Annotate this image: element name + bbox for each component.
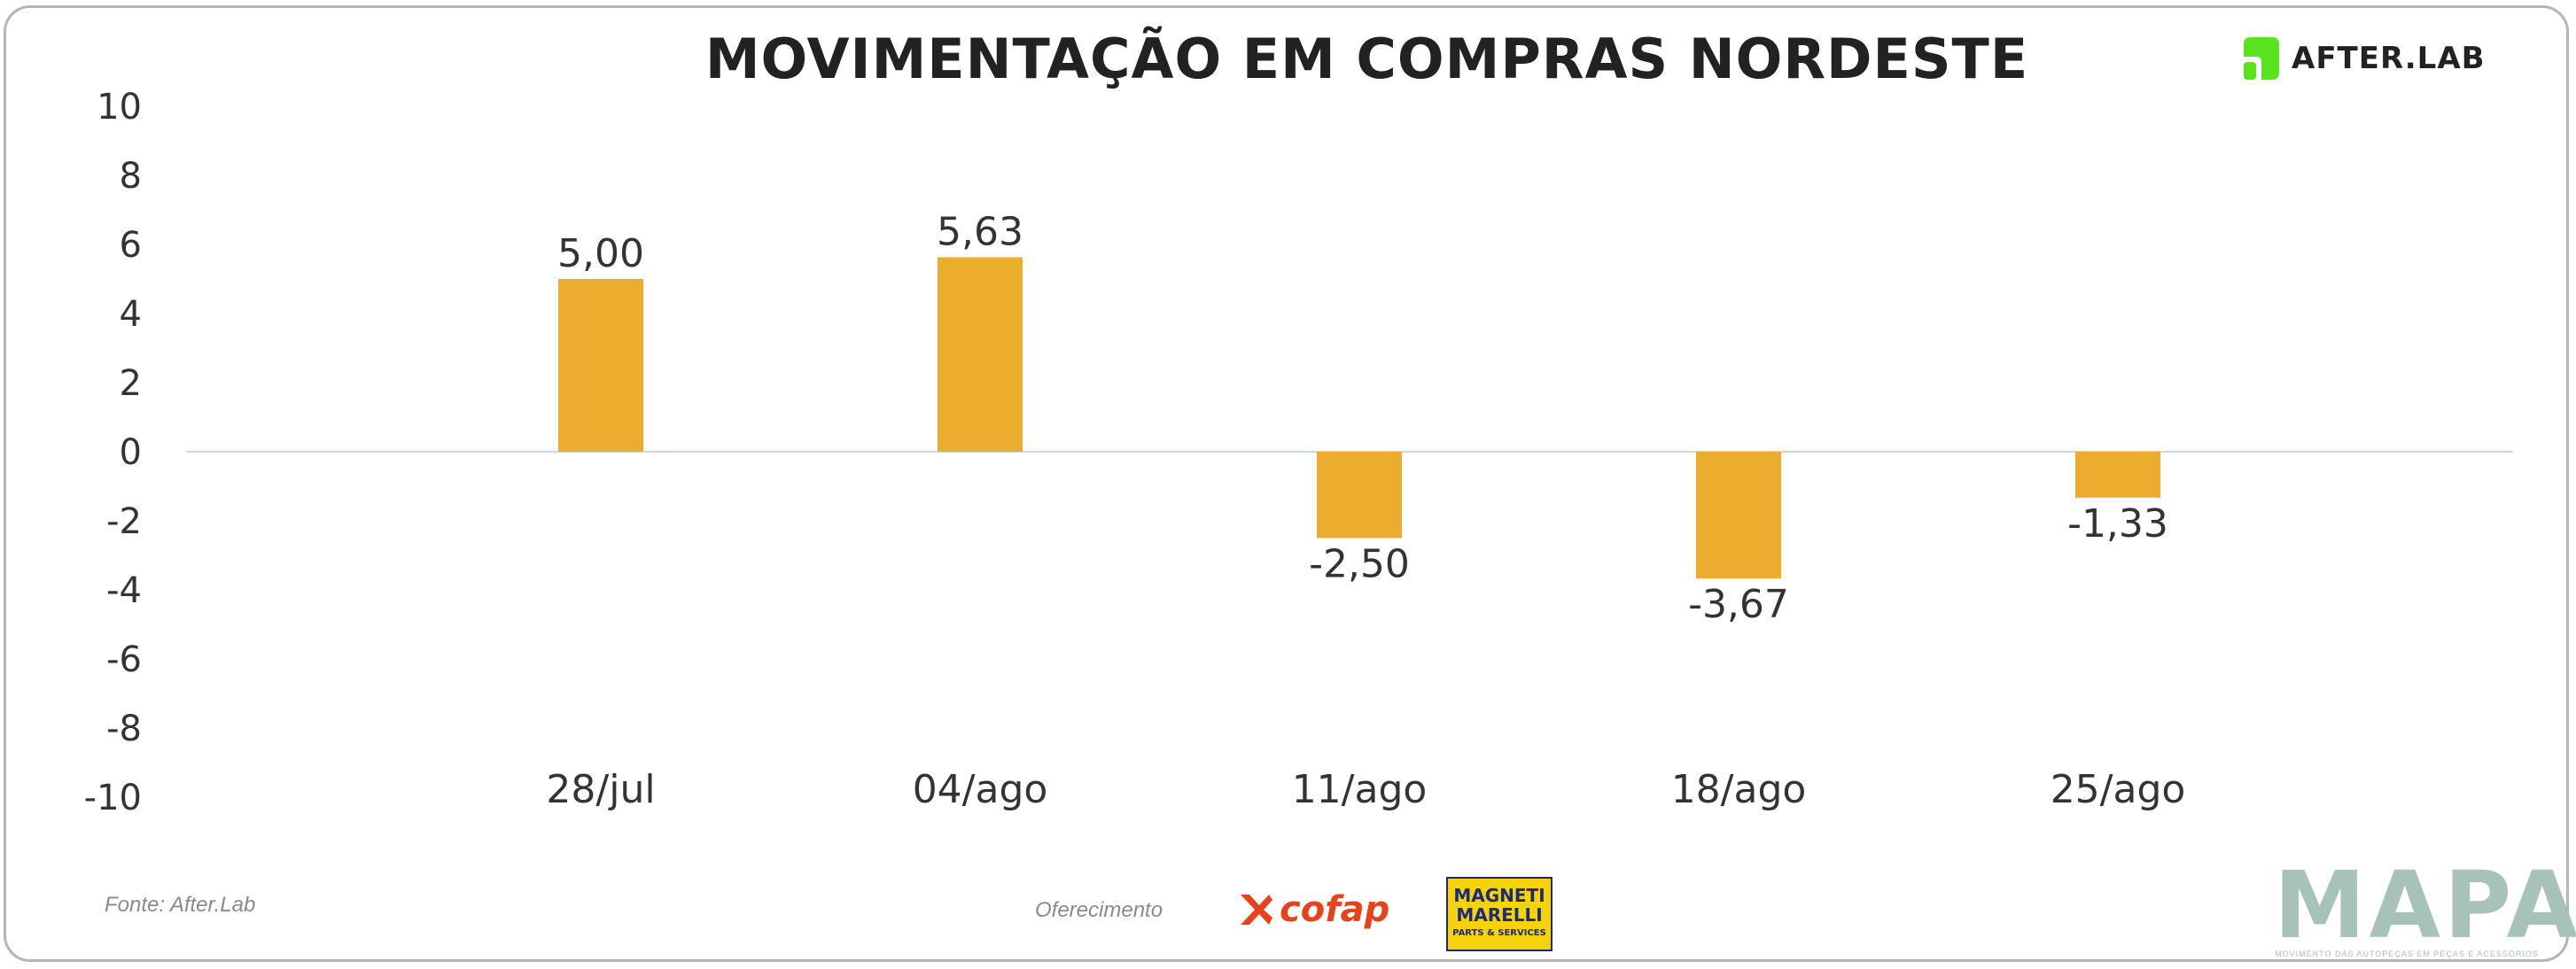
chart-title: MOVIMENTAÇÃO EM COMPRAS NORDESTE bbox=[704, 27, 2029, 91]
y-tick-label: 4 bbox=[120, 294, 142, 335]
y-tick-label: 8 bbox=[120, 156, 142, 197]
x-tick-label: 28/jul bbox=[546, 767, 655, 812]
x-tick-label: 11/ago bbox=[1292, 767, 1428, 812]
data-label: 5,00 bbox=[557, 231, 644, 276]
magneti-line2: MARELLI bbox=[1456, 904, 1543, 926]
bar bbox=[1696, 452, 1781, 579]
bar bbox=[938, 257, 1023, 452]
data-label: -2,50 bbox=[1309, 542, 1410, 587]
y-tick-label: 10 bbox=[97, 87, 142, 128]
chart-frame bbox=[4, 5, 2569, 962]
x-tick-label: 25/ago bbox=[2051, 767, 2186, 812]
mapa-logo-text: MAPA bbox=[2274, 851, 2576, 959]
y-tick-label: 2 bbox=[120, 363, 142, 404]
y-tick-label: -2 bbox=[106, 501, 142, 542]
bar bbox=[1317, 452, 1402, 539]
mapa-logo: MAPA MOVIMENTO DAS AUTOPEÇAS EM PEÇAS E … bbox=[2274, 851, 2576, 959]
data-label: 5,63 bbox=[937, 209, 1023, 254]
magneti-tagline: PARTS & SERVICES bbox=[1452, 928, 1546, 938]
y-tick-label: 0 bbox=[120, 432, 142, 473]
bar bbox=[2075, 452, 2160, 498]
cofap-logo-text: cofap bbox=[1280, 889, 1390, 930]
afterlab-logo-icon bbox=[2244, 37, 2279, 80]
x-tick-label: 18/ago bbox=[1671, 767, 1807, 812]
y-tick-label: -10 bbox=[84, 778, 142, 818]
mapa-tagline: MOVIMENTO DAS AUTOPEÇAS EM PEÇAS E ACESS… bbox=[2275, 950, 2539, 958]
cofap-x-icon bbox=[1241, 895, 1272, 925]
bar bbox=[558, 279, 643, 452]
cofap-logo: cofap bbox=[1237, 888, 1389, 932]
source-note: Fonte: After.Lab bbox=[105, 893, 256, 917]
y-tick-label: -4 bbox=[106, 570, 142, 611]
data-label: -1,33 bbox=[2067, 501, 2168, 547]
data-label: -3,67 bbox=[1688, 582, 1789, 627]
magneti-line1: MAGNETI bbox=[1453, 885, 1545, 906]
afterlab-logo: AFTER.LAB bbox=[2242, 32, 2486, 85]
y-tick-label: 6 bbox=[120, 225, 142, 266]
x-tick-label: 04/ago bbox=[913, 767, 1048, 812]
y-tick-label: -8 bbox=[106, 709, 142, 749]
sponsor-label: Oferecimento bbox=[1035, 898, 1163, 922]
afterlab-logo-text: AFTER.LAB bbox=[2292, 41, 2486, 76]
y-tick-label: -6 bbox=[106, 640, 142, 680]
magneti-marelli-logo: MAGNETI MARELLI PARTS & SERVICES bbox=[1446, 877, 1553, 951]
